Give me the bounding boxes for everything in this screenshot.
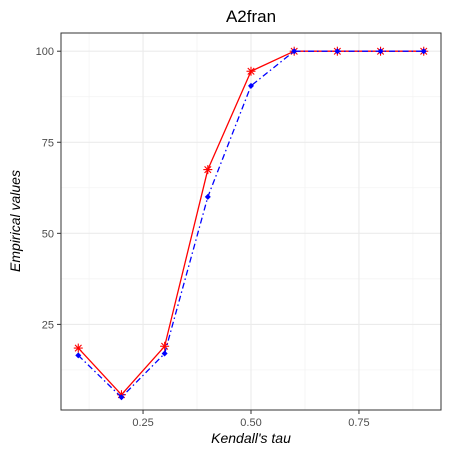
y-axis-title: Empirical values bbox=[7, 170, 23, 272]
data-point bbox=[118, 394, 125, 401]
series-line bbox=[77, 50, 424, 398]
y-axis-ticks: 25 50 75 100 bbox=[36, 46, 61, 331]
y-tick-label: 25 bbox=[42, 319, 54, 331]
x-tick-label: 0.75 bbox=[348, 417, 369, 429]
x-tick-label: 0.50 bbox=[240, 417, 261, 429]
data-point bbox=[75, 352, 82, 359]
series-layer bbox=[73, 46, 429, 401]
data-point bbox=[161, 350, 168, 357]
y-tick-label: 75 bbox=[42, 137, 54, 149]
x-axis-title: Kendall's tau bbox=[211, 430, 291, 446]
data-point bbox=[160, 341, 170, 351]
data-point bbox=[204, 193, 211, 200]
data-point bbox=[291, 48, 298, 55]
x-axis-ticks: 0.25 0.50 0.75 bbox=[132, 410, 370, 429]
data-point bbox=[334, 48, 341, 55]
data-point bbox=[248, 82, 254, 89]
data-point bbox=[377, 48, 384, 55]
chart-title: A2fran bbox=[226, 7, 276, 26]
y-tick-label: 100 bbox=[36, 46, 54, 58]
grid-major bbox=[61, 33, 441, 410]
data-point bbox=[420, 48, 427, 55]
data-point bbox=[73, 343, 83, 353]
x-tick-label: 0.25 bbox=[132, 417, 153, 429]
data-point bbox=[203, 165, 213, 175]
data-point bbox=[246, 66, 256, 76]
series-2 bbox=[75, 48, 427, 401]
y-tick-label: 50 bbox=[42, 228, 54, 240]
